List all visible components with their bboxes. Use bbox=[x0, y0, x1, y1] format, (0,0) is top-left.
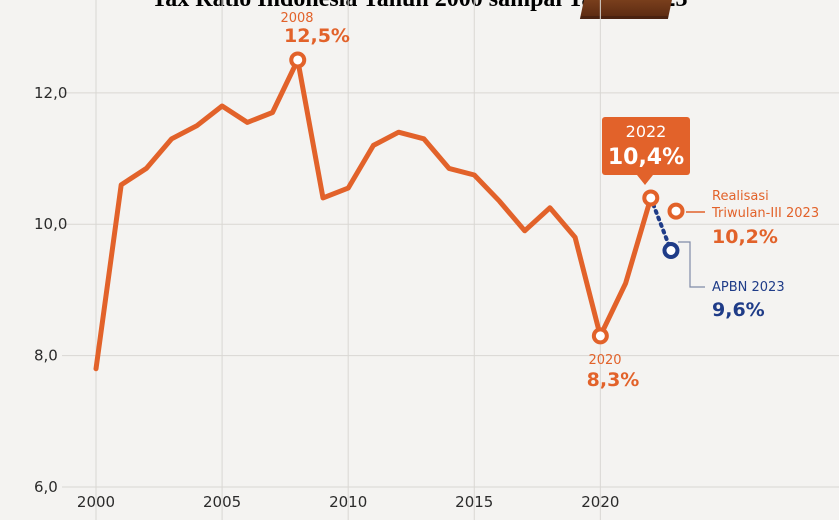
point-apbn-2023 bbox=[662, 242, 680, 259]
series-line bbox=[93, 57, 654, 372]
chart-title: Tax Ratio Indonesia Tahun 2000 sampai Ta… bbox=[0, 0, 839, 13]
point-realisasi-2023 bbox=[667, 202, 685, 220]
y-tick-label: 12,0 bbox=[34, 84, 67, 102]
x-tick-label: 2015 bbox=[455, 493, 493, 511]
annotation-realisasi-line1: Realisasi bbox=[712, 189, 769, 204]
point-2008 bbox=[289, 51, 307, 69]
x-tick-label: 2010 bbox=[329, 493, 367, 511]
point-2020 bbox=[591, 327, 609, 345]
x-tick-label: 2020 bbox=[581, 493, 619, 511]
annotation-2008-year: 2008 bbox=[280, 11, 313, 26]
annotation-apbn-value: 9,6% bbox=[712, 299, 765, 321]
apbn-projection-line bbox=[648, 195, 673, 253]
point-2022 bbox=[642, 189, 660, 207]
annotation-2020-value: 8,3% bbox=[587, 369, 640, 391]
annotation-2022-value: 10,4% bbox=[608, 145, 684, 170]
annotation-apbn-label: APBN 2023 bbox=[712, 280, 785, 295]
annotation-2020-year: 2020 bbox=[588, 353, 621, 368]
y-tick-label: 8,0 bbox=[34, 347, 58, 365]
annotation-2008-value: 12,5% bbox=[284, 25, 350, 47]
y-tick-label: 10,0 bbox=[34, 215, 67, 233]
x-tick-label: 2005 bbox=[203, 493, 241, 511]
callout-pointer bbox=[637, 175, 653, 185]
x-tick-label: 2000 bbox=[77, 493, 115, 511]
apbn-leader-line bbox=[678, 241, 705, 288]
annotation-2022-callout: 2022 10,4% bbox=[602, 117, 690, 185]
annotation-realisasi-value: 10,2% bbox=[712, 226, 778, 248]
annotation-2022-year: 2022 bbox=[626, 122, 667, 141]
annotation-realisasi-line2: Triwulan-III 2023 bbox=[711, 206, 819, 221]
y-tick-label: 6,0 bbox=[34, 478, 58, 496]
callout-box bbox=[602, 117, 690, 175]
